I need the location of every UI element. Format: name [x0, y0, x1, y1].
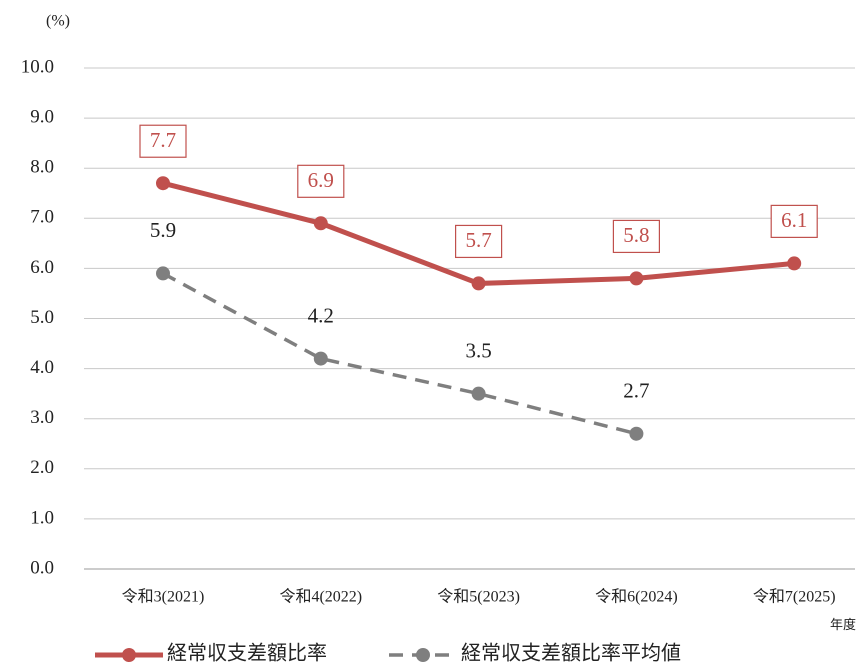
y-axis-label: (%) [46, 13, 70, 30]
y-tick-label: 5.0 [30, 307, 54, 328]
data-point [156, 176, 170, 191]
y-tick-label: 7.0 [30, 207, 54, 228]
data-label: 7.7 [150, 128, 176, 152]
legend-label: 経常収支差額比率平均値 [461, 642, 681, 665]
data-label: 2.7 [623, 379, 649, 403]
data-label: 5.9 [150, 218, 176, 242]
data-point [313, 216, 328, 231]
legend-marker [416, 648, 430, 662]
x-tick-label: 令和4(2022) [279, 588, 362, 606]
y-tick-label: 6.0 [30, 257, 54, 278]
data-label: 5.8 [623, 223, 649, 247]
y-tick-label: 8.0 [30, 157, 54, 178]
data-point [629, 271, 644, 286]
y-tick-label: 10.0 [21, 56, 54, 77]
label-box [297, 164, 345, 198]
y-tick-label: 2.0 [30, 457, 54, 478]
data-point [629, 426, 644, 441]
y-tick-label: 0.0 [30, 557, 54, 578]
label-box [455, 224, 503, 259]
label-box [770, 204, 818, 238]
data-point [156, 266, 170, 281]
y-tick-label: 1.0 [30, 507, 54, 528]
y-tick-label: 3.0 [30, 407, 54, 428]
data-label: 6.1 [781, 208, 807, 232]
x-tick-label: 令和7(2025) [753, 588, 836, 606]
x-axis-label: 年度 [830, 617, 856, 632]
data-label: 5.7 [465, 228, 491, 252]
data-point [787, 256, 802, 271]
legend-marker [122, 648, 136, 662]
data-label: 3.5 [465, 338, 491, 362]
legend-label: 経常収支差額比率 [167, 642, 327, 665]
data-label: 4.2 [308, 303, 334, 327]
series-line [162, 271, 637, 436]
label-box [139, 124, 187, 158]
data-point [313, 351, 328, 366]
x-tick-label: 令和3(2021) [122, 588, 205, 606]
label-box [612, 219, 661, 254]
data-point [471, 276, 486, 291]
x-tick-label: 令和6(2024) [595, 588, 678, 606]
data-point [471, 386, 486, 401]
data-label: 6.9 [308, 168, 334, 192]
y-tick-label: 9.0 [30, 106, 54, 127]
x-tick-label: 令和5(2023) [437, 588, 520, 606]
y-tick-label: 4.0 [30, 357, 54, 378]
